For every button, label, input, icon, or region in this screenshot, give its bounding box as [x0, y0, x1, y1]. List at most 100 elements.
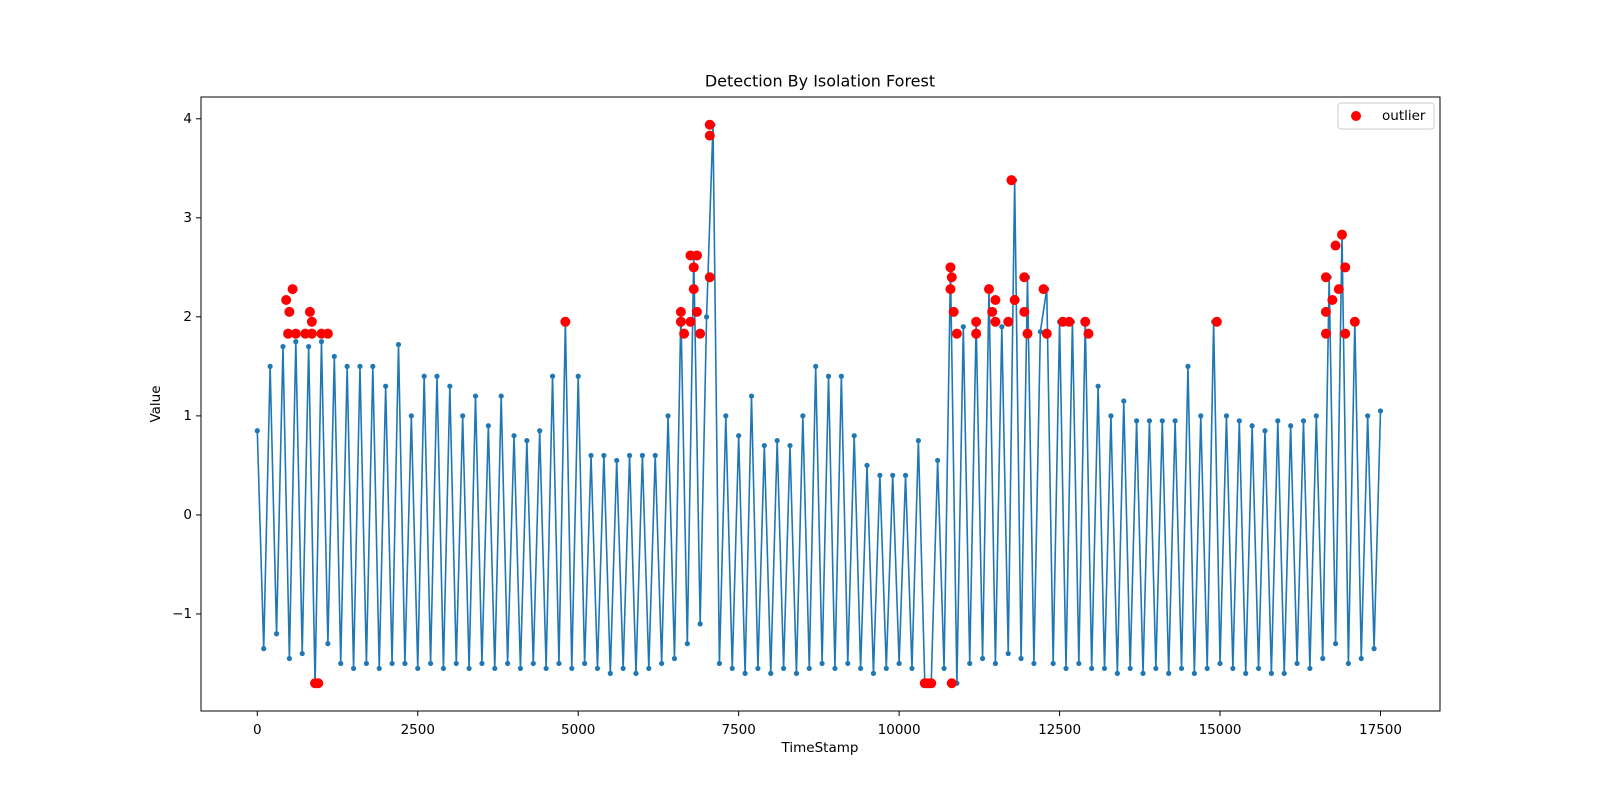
- data-point: [1185, 363, 1191, 369]
- data-point: [1204, 665, 1210, 672]
- data-point: [601, 452, 607, 459]
- outlier-point: [990, 316, 1001, 327]
- data-point: [1166, 670, 1172, 676]
- data-point: [530, 660, 536, 667]
- data-point: [1005, 650, 1011, 657]
- data-point: [1377, 408, 1384, 414]
- outlier-point: [675, 306, 686, 317]
- data-point: [703, 314, 710, 320]
- data-point: [1262, 428, 1268, 434]
- data-point: [787, 442, 793, 449]
- data-point: [395, 341, 402, 348]
- data-point: [453, 660, 459, 667]
- outlier-point: [1349, 316, 1360, 327]
- data-point: [357, 363, 363, 369]
- data-point: [517, 665, 524, 672]
- outlier-point: [1320, 328, 1331, 339]
- data-point: [825, 373, 832, 379]
- data-point: [1108, 413, 1114, 419]
- y-tick-label: −1: [172, 606, 192, 622]
- data-point: [729, 665, 735, 672]
- outlier-point: [1022, 328, 1033, 339]
- data-point: [774, 438, 780, 444]
- outlier-point: [695, 328, 706, 339]
- data-point: [909, 665, 915, 672]
- outlier-point: [283, 328, 294, 339]
- data-point: [768, 670, 774, 676]
- outlier-point: [951, 328, 962, 339]
- outlier-point: [946, 678, 957, 689]
- data-point: [524, 438, 530, 444]
- data-point: [306, 343, 312, 350]
- outlier-point: [1003, 316, 1014, 327]
- data-point: [838, 373, 844, 379]
- data-point: [1050, 660, 1056, 667]
- outlier-point: [322, 328, 333, 339]
- x-tick-label: 15000: [1199, 722, 1242, 738]
- data-point: [877, 472, 883, 478]
- x-tick-label: 12500: [1038, 722, 1081, 738]
- outlier-point: [306, 316, 317, 327]
- data-point: [440, 665, 447, 672]
- legend-marker: [1351, 111, 1361, 121]
- data-point: [479, 660, 485, 667]
- outlier-point: [688, 262, 699, 273]
- chart-title: Detection By Isolation Forest: [705, 72, 935, 91]
- data-point: [935, 457, 941, 464]
- data-point: [492, 665, 498, 672]
- outlier-point: [1006, 175, 1017, 186]
- legend-label: outlier: [1382, 108, 1426, 124]
- data-point: [1243, 670, 1249, 676]
- data-point: [505, 660, 511, 667]
- data-point: [1300, 418, 1307, 424]
- outlier-point: [704, 130, 715, 141]
- outlier-point: [1211, 316, 1222, 327]
- outlier-point: [1320, 272, 1331, 283]
- data-point: [466, 665, 472, 672]
- y-tick-label: 3: [183, 210, 192, 226]
- data-point: [896, 660, 902, 667]
- data-point: [697, 621, 703, 627]
- outlier-point: [1009, 295, 1020, 306]
- outlier-point: [290, 328, 301, 339]
- data-point: [761, 442, 767, 449]
- x-tick-label: 5000: [561, 722, 595, 738]
- data-point: [1037, 329, 1043, 335]
- outlier-point: [945, 262, 956, 273]
- data-point: [626, 452, 633, 459]
- data-point: [350, 665, 357, 672]
- data-point: [1146, 418, 1153, 424]
- data-point: [344, 363, 350, 369]
- data-point: [363, 660, 370, 667]
- outlier-point: [1340, 262, 1351, 273]
- data-point: [427, 660, 434, 667]
- outlier-point: [1038, 284, 1049, 295]
- data-point: [845, 660, 851, 667]
- data-point: [575, 373, 581, 379]
- data-point: [318, 339, 325, 345]
- outlier-point: [691, 250, 702, 261]
- data-point: [286, 655, 292, 662]
- data-point: [1018, 655, 1024, 662]
- outlier-point: [560, 316, 571, 327]
- x-tick-label: 17500: [1359, 722, 1402, 738]
- data-point: [1095, 383, 1101, 389]
- data-point: [273, 631, 280, 637]
- outlier-point: [691, 306, 702, 317]
- data-point: [543, 665, 549, 672]
- data-point: [1345, 660, 1352, 667]
- data-point: [736, 433, 742, 439]
- data-point: [370, 363, 376, 369]
- data-point: [870, 670, 877, 676]
- outlier-point: [679, 328, 690, 339]
- x-tick-label: 7500: [721, 722, 755, 738]
- outlier-point: [688, 284, 699, 295]
- data-point: [1114, 670, 1120, 676]
- outlier-point: [704, 272, 715, 283]
- data-point: [389, 660, 395, 667]
- data-point: [1063, 665, 1069, 672]
- data-point: [800, 413, 806, 419]
- data-point: [582, 660, 588, 667]
- data-point: [614, 457, 620, 464]
- data-line: [256, 124, 1382, 685]
